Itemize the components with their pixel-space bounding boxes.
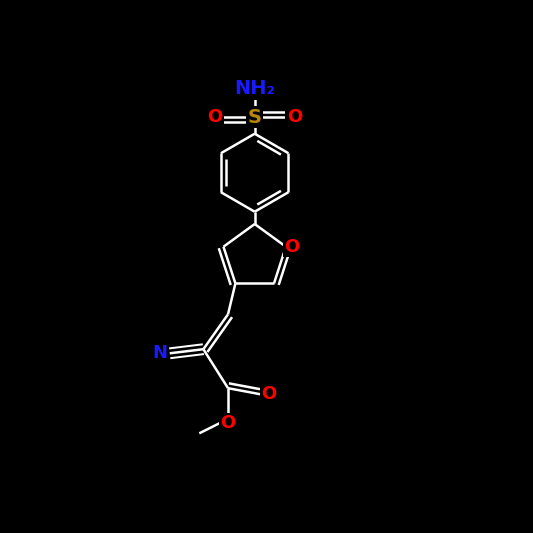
Text: S: S bbox=[248, 108, 262, 127]
Text: O: O bbox=[261, 385, 277, 403]
Text: N: N bbox=[152, 344, 167, 362]
Text: NH₂: NH₂ bbox=[234, 79, 275, 98]
Text: O: O bbox=[287, 108, 302, 126]
Text: O: O bbox=[207, 108, 222, 126]
Text: O: O bbox=[285, 238, 300, 256]
Text: O: O bbox=[220, 414, 236, 432]
